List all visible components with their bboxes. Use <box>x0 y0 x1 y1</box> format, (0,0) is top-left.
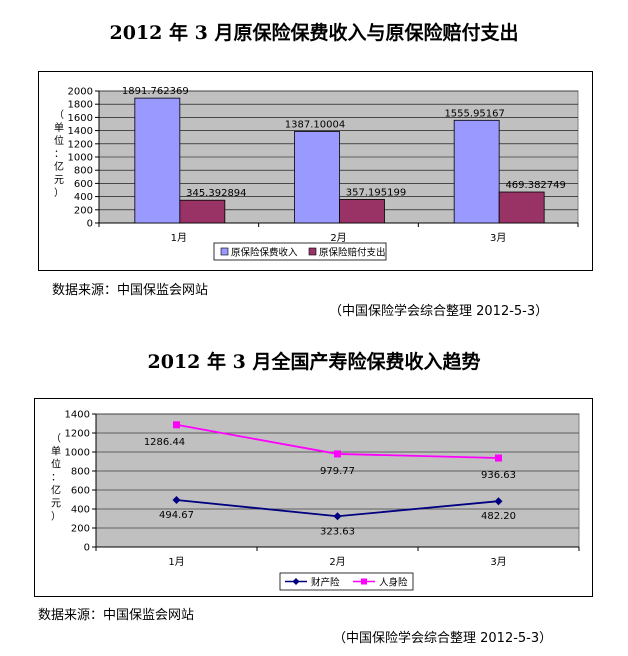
chart1-x-tick-label: 1月 <box>171 232 187 244</box>
chart2-y-axis-label-char: 位 <box>51 458 61 471</box>
chart1-title: 2012 年 3 月原保险保费收入与原保险赔付支出 <box>109 22 519 44</box>
chart1-y-tick-label: 800 <box>74 166 93 177</box>
chart2-y-axis-label-char: （ <box>51 433 61 445</box>
chart2-y-tick-label: 1000 <box>65 448 90 459</box>
chart1-bar-claims <box>179 199 226 224</box>
chart1-data-label: 1555.95167 <box>444 108 504 119</box>
chart1-bar-claims <box>339 199 385 224</box>
chart1-y-tick-label: 0 <box>87 219 93 230</box>
chart1-y-tick-label: 1800 <box>68 100 93 111</box>
chart2-y-tick-label: 1400 <box>65 410 90 421</box>
chart1-frame: 0 200 400 600 800 1000 1200 1400 1600 1800 2000 1月 2… <box>38 71 593 271</box>
chart2-y-axis-label-char: ） <box>51 511 61 523</box>
chart1-legend <box>213 242 387 261</box>
chart2-y-tick-label: 400 <box>71 505 90 516</box>
chart2-y-tick-label: 600 <box>71 486 90 497</box>
chart2-legend <box>279 572 414 591</box>
chart2-y-tick-label: 200 <box>71 524 90 535</box>
chart1-bar-claims <box>498 191 545 224</box>
chart1-y-axis-label-char: 元 <box>54 175 64 186</box>
chart1-legend-swatch <box>308 247 317 256</box>
chart2-marker-life <box>495 454 502 462</box>
chart1-y-axis-label-char: ） <box>54 187 64 199</box>
chart2-data-label: 323.63 <box>320 526 355 537</box>
chart1-y-axis-label-char: 单 <box>54 122 64 134</box>
chart1-data-label: 469.382749 <box>505 180 565 191</box>
chart2-legend-label: 人身险 <box>379 577 408 589</box>
chart1-data-label: 1387.10004 <box>285 119 345 130</box>
chart1-data-label: 1891.762369 <box>122 86 189 97</box>
chart2-credit: （中国保险学会综合整理 2012-5-3） <box>333 631 553 646</box>
chart2-marker-property <box>333 512 342 521</box>
chart2-plot-area <box>95 413 580 548</box>
chart1-data-label: 357.195199 <box>346 187 406 198</box>
chart2-data-label: 979.77 <box>320 466 355 477</box>
chart2-marker-property <box>494 497 503 506</box>
chart2-x-tick-label: 1月 <box>168 556 184 568</box>
chart1-legend-swatch <box>220 247 229 256</box>
chart2-data-label: 482.20 <box>481 511 516 522</box>
chart1-data-label: 345.392894 <box>186 188 246 199</box>
chart1-source: 数据来源：中国保监会网站 <box>52 283 209 298</box>
chart1-y-tick-label: 1200 <box>68 139 93 150</box>
chart2-x-tick-label: 2月 <box>329 556 345 568</box>
chart1-y-tick-label: 600 <box>74 179 93 190</box>
chart2-y-axis-label-char: 亿 <box>51 484 61 497</box>
chart1-svg: 0 200 400 600 800 1000 1200 1400 1600 1800 2000 1月 2… <box>54 86 579 261</box>
chart2-y-tick-label: 1200 <box>65 429 90 440</box>
chart1-bar-premium <box>453 119 500 224</box>
chart1-y-tick-label: 1600 <box>68 113 93 124</box>
chart2-frame: 0 200 400 600 800 1000 1200 1400 1月 2月 3月 （单位 ：亿元） 49… <box>34 398 593 597</box>
chart1-bar-premium <box>134 97 181 224</box>
chart1-y-tick-label: 400 <box>74 192 93 203</box>
chart2-y-axis-label-char: ： <box>51 473 61 484</box>
chart1-y-tick-label: 200 <box>74 205 93 216</box>
chart2-y-tick-label: 0 <box>84 543 90 554</box>
chart2-svg: 0 200 400 600 800 1000 1200 1400 1月 2月 3月 （单位 ：亿元） 49… <box>51 410 580 591</box>
chart2-title: 2012 年 3 月全国产寿险保费收入趋势 <box>147 351 481 373</box>
chart2-marker-life <box>334 450 341 458</box>
chart1-x-tick-label: 2月 <box>330 232 346 244</box>
chart1-bar-premium <box>294 131 340 224</box>
chart2-legend-label: 财产险 <box>311 577 340 589</box>
chart1-y-tick-label: 1400 <box>68 126 93 137</box>
chart2-legend-marker <box>361 578 367 585</box>
chart1-x-tick-label: 3月 <box>490 232 506 244</box>
chart2-data-label: 494.67 <box>159 510 194 521</box>
chart1-y-tick-label: 1000 <box>68 153 93 164</box>
chart2-data-label: 936.63 <box>481 470 516 481</box>
chart2-x-tick-label: 3月 <box>490 556 506 568</box>
chart2-y-tick-label: 800 <box>71 467 90 478</box>
chart1-y-axis-label-char: 亿 <box>54 160 64 173</box>
chart2-marker-life <box>173 421 180 429</box>
chart1-y-axis-label-char: ： <box>54 149 64 160</box>
chart2-source: 数据来源：中国保监会网站 <box>38 608 195 623</box>
chart2-marker-property <box>172 496 181 505</box>
chart1-y-tick-label: 2000 <box>68 87 93 98</box>
chart1-credit: （中国保险学会综合整理 2012-5-3） <box>329 304 549 319</box>
chart1-legend-label: 原保险赔付支出 <box>319 247 386 259</box>
chart2-legend-marker <box>292 578 300 585</box>
chart2-y-axis-label-char: 元 <box>51 499 61 510</box>
chart1-y-axis-label-char: （ <box>54 109 64 121</box>
chart2-data-label: 1286.44 <box>144 437 185 448</box>
chart2-y-axis-label-char: 单 <box>51 446 61 458</box>
chart1-y-axis-label-char: 位 <box>54 134 64 147</box>
chart1-legend-label: 原保险保费收入 <box>231 247 298 259</box>
